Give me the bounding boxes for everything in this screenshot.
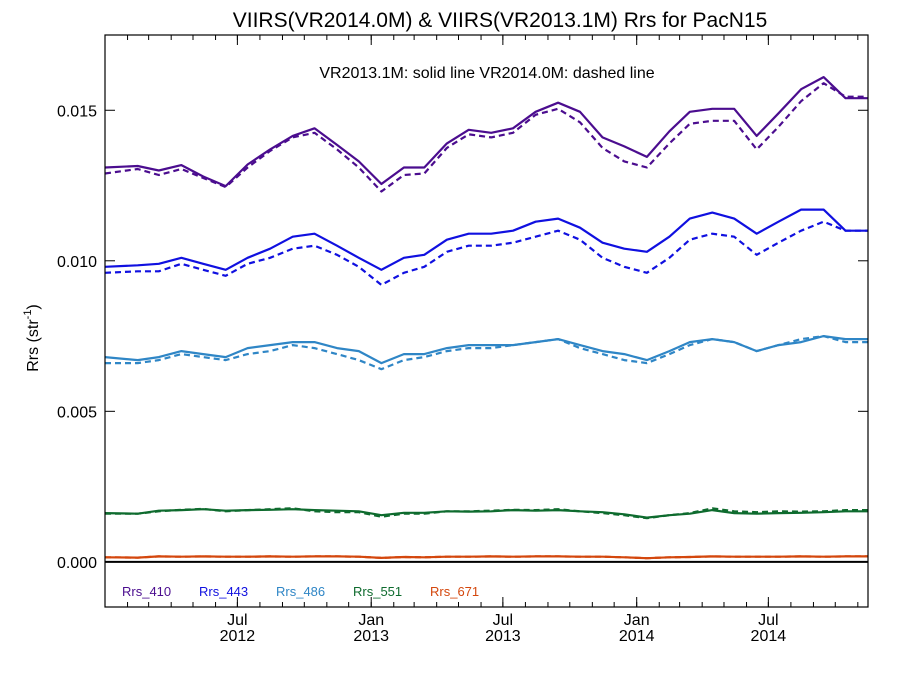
tick-labels: 0.0000.0050.0100.015Jul2012Jan2013Jul201… [57, 103, 786, 645]
y-axis-label-superscript: -1 [22, 310, 34, 320]
x-tick-label-month: Jul [758, 612, 778, 629]
line-style-annotation: VR2013.1M: solid line VR2014.0M: dashed … [319, 65, 654, 82]
plot-lines [104, 75, 868, 560]
rrs-671-dashed-line [104, 555, 868, 560]
x-tick-label-year: 2014 [751, 628, 787, 645]
rrs-443-solid-line [104, 208, 868, 271]
x-tick-label-year: 2012 [220, 628, 256, 645]
legend: Rrs_410 Rrs_443 Rrs_486 Rrs_551 Rrs_671 [122, 584, 479, 599]
rrs-410-dashed-line [104, 82, 868, 193]
y-axis-label-text: Rrs (str [25, 319, 42, 372]
x-tick-label-month: Jan [358, 612, 384, 629]
y-tick-label: 0.010 [57, 254, 97, 271]
y-axis-label: Rrs (str-1) [22, 304, 42, 372]
y-tick-label: 0.000 [57, 555, 97, 572]
chart-title: VIIRS(VR2014.0M) & VIIRS(VR2013.1M) Rrs … [233, 9, 768, 32]
y-tick-label: 0.015 [57, 103, 97, 120]
rrs-443-dashed-line [104, 220, 868, 286]
legend-item-rrs-671: Rrs_671 [430, 584, 479, 599]
legend-item-rrs-486: Rrs_486 [276, 584, 325, 599]
x-tick-label-month: Jul [227, 612, 247, 629]
y-axis-label-close: ) [25, 304, 42, 309]
plot-frame [104, 34, 869, 608]
rrs-551-dashed-line [105, 507, 868, 520]
rrs-486-dashed-line [105, 335, 868, 371]
x-tick-label-month: Jul [493, 612, 513, 629]
legend-item-rrs-410: Rrs_410 [122, 584, 171, 599]
axes [104, 34, 869, 608]
y-tick-label: 0.005 [57, 404, 97, 421]
rrs-410-solid-line [104, 75, 868, 188]
legend-item-rrs-443: Rrs_443 [199, 584, 248, 599]
x-tick-label-month: Jan [624, 612, 650, 629]
x-tick-label-year: 2014 [619, 628, 655, 645]
x-tick-label-year: 2013 [353, 628, 389, 645]
x-tick-label-year: 2013 [485, 628, 521, 645]
legend-item-rrs-551: Rrs_551 [353, 584, 402, 599]
